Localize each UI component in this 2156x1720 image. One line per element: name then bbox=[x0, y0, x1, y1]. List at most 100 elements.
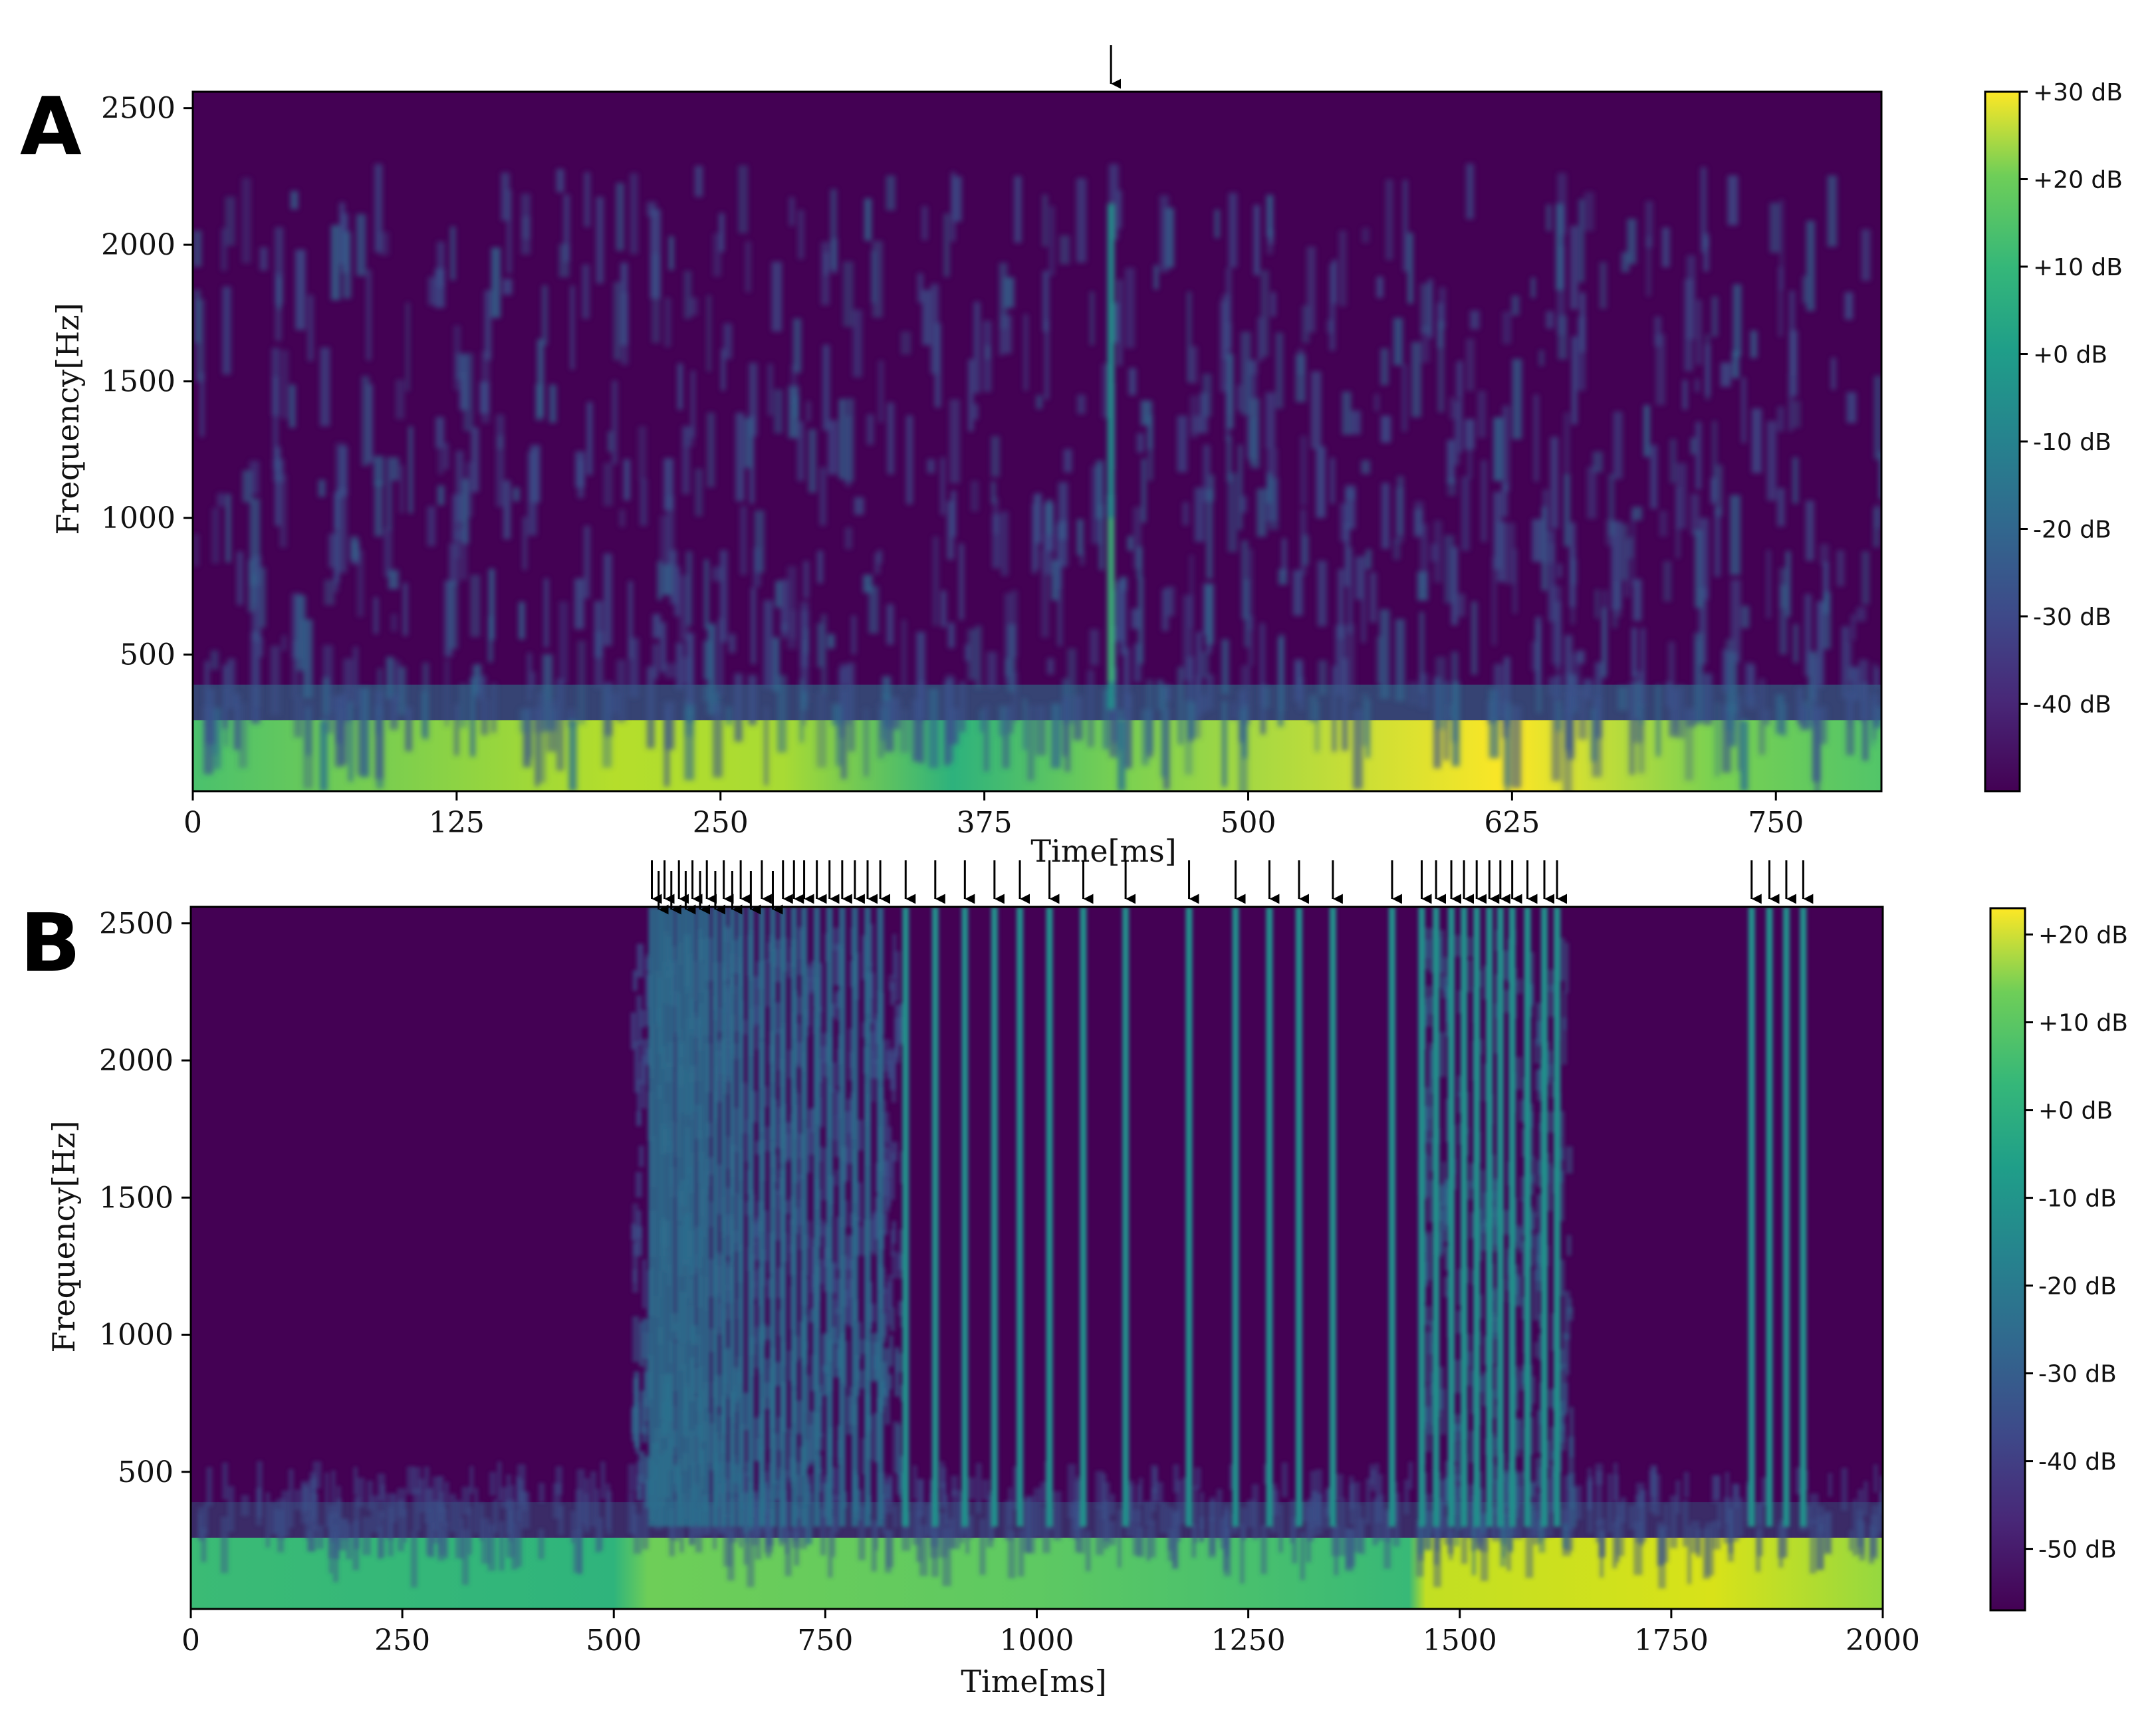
noise-patch bbox=[1558, 1111, 1565, 1160]
noise-patch bbox=[718, 618, 723, 696]
noise-patch bbox=[1584, 191, 1594, 231]
noise-patch bbox=[905, 415, 913, 505]
noise-patch bbox=[1629, 682, 1635, 775]
noise-patch bbox=[1457, 1075, 1464, 1097]
noise-patch bbox=[884, 1348, 890, 1398]
noise-patch bbox=[1177, 667, 1184, 745]
noise-patch bbox=[1548, 1050, 1552, 1077]
noise-patch bbox=[1631, 511, 1635, 586]
noise-patch bbox=[507, 189, 512, 274]
noise-patch bbox=[1613, 412, 1623, 479]
noise-patch bbox=[288, 1469, 294, 1528]
noise-patch bbox=[632, 970, 638, 991]
noise-patch bbox=[1011, 590, 1018, 658]
noise-patch bbox=[1355, 556, 1364, 600]
noise-patch bbox=[991, 435, 1000, 477]
noise-patch bbox=[1769, 202, 1780, 253]
noise-patch bbox=[577, 640, 586, 725]
noise-patch bbox=[798, 209, 804, 259]
noise-patch bbox=[334, 494, 340, 584]
noise-patch bbox=[1419, 612, 1424, 693]
noise-patch bbox=[638, 1451, 646, 1484]
noise-patch bbox=[408, 426, 413, 514]
noise-patch bbox=[1641, 628, 1645, 707]
noise-patch bbox=[206, 1467, 213, 1507]
noise-patch bbox=[868, 923, 874, 965]
noise-patch bbox=[437, 447, 444, 475]
click-streak bbox=[1418, 907, 1425, 1527]
noise-patch bbox=[1194, 1467, 1201, 1490]
noise-patch bbox=[479, 1503, 485, 1541]
noise-patch bbox=[818, 963, 823, 1013]
noise-patch bbox=[1042, 1507, 1050, 1553]
noise-patch bbox=[328, 533, 334, 568]
noise-patch bbox=[1528, 1483, 1536, 1497]
noise-patch bbox=[749, 415, 755, 504]
noise-patch bbox=[948, 622, 955, 648]
noise-patch bbox=[1237, 385, 1243, 412]
noise-patch bbox=[1001, 511, 1009, 576]
noise-patch bbox=[844, 398, 854, 482]
noise-patch bbox=[213, 707, 221, 769]
noise-patch bbox=[225, 196, 235, 246]
noise-patch bbox=[469, 1465, 474, 1494]
noise-patch bbox=[1465, 419, 1475, 450]
noise-patch bbox=[1429, 1049, 1433, 1094]
noise-patch bbox=[1425, 1156, 1431, 1197]
noise-patch bbox=[291, 640, 299, 699]
noise-patch bbox=[1669, 1495, 1678, 1548]
noise-patch bbox=[1687, 1525, 1692, 1584]
noise-patch bbox=[809, 1308, 814, 1323]
noise-patch bbox=[197, 1507, 205, 1541]
noise-patch bbox=[1682, 380, 1688, 410]
noise-patch bbox=[768, 363, 773, 416]
noise-patch bbox=[1427, 1320, 1435, 1355]
noise-patch bbox=[574, 578, 584, 630]
noise-patch bbox=[1080, 551, 1085, 566]
noise-patch bbox=[1504, 523, 1515, 584]
noise-patch bbox=[1004, 592, 1013, 685]
noise-patch bbox=[1504, 709, 1510, 791]
click-streak bbox=[800, 907, 808, 1527]
noise-patch bbox=[725, 1187, 731, 1236]
noise-patch bbox=[294, 697, 302, 738]
noise-patch bbox=[1564, 635, 1573, 713]
click-streak bbox=[758, 907, 765, 1527]
noise-patch bbox=[834, 1169, 838, 1186]
noise-patch bbox=[1563, 1290, 1570, 1340]
noise-patch bbox=[270, 646, 281, 715]
noise-patch bbox=[1731, 579, 1741, 663]
noise-patch bbox=[733, 1108, 740, 1152]
noise-patch bbox=[1120, 580, 1127, 656]
noise-patch bbox=[840, 690, 848, 779]
noise-patch bbox=[1788, 374, 1793, 432]
noise-patch bbox=[1862, 682, 1869, 761]
noise-patch bbox=[868, 586, 879, 634]
noise-patch bbox=[892, 1421, 900, 1473]
noise-patch bbox=[1470, 1370, 1475, 1414]
axes-a: 0 125 250 375 500 625 750 500 1000 1500 2000 2500 bbox=[101, 92, 1804, 840]
noise-patch bbox=[806, 1483, 812, 1504]
noise-patch bbox=[665, 663, 676, 679]
noise-patch bbox=[603, 553, 612, 646]
noise-patch bbox=[1703, 673, 1713, 725]
noise-patch bbox=[544, 578, 549, 648]
noise-patch bbox=[1205, 583, 1214, 645]
click-streak bbox=[720, 907, 727, 1527]
noise-patch bbox=[1440, 1210, 1445, 1231]
noise-patch bbox=[1159, 1503, 1168, 1533]
noise-patch bbox=[281, 635, 287, 651]
noise-patch bbox=[1113, 626, 1118, 682]
noise-patch bbox=[1682, 1500, 1689, 1547]
noise-patch bbox=[1421, 326, 1430, 363]
noise-patch bbox=[1199, 393, 1208, 433]
noise-patch bbox=[515, 1476, 521, 1522]
noise-patch bbox=[642, 1333, 650, 1359]
noise-patch bbox=[709, 1201, 714, 1227]
noise-patch bbox=[1513, 1265, 1519, 1295]
noise-patch bbox=[1420, 283, 1431, 334]
click-streak bbox=[826, 907, 833, 1527]
noise-patch bbox=[1437, 1366, 1445, 1410]
noise-patch bbox=[1827, 175, 1838, 247]
noise-patch bbox=[1001, 315, 1012, 354]
